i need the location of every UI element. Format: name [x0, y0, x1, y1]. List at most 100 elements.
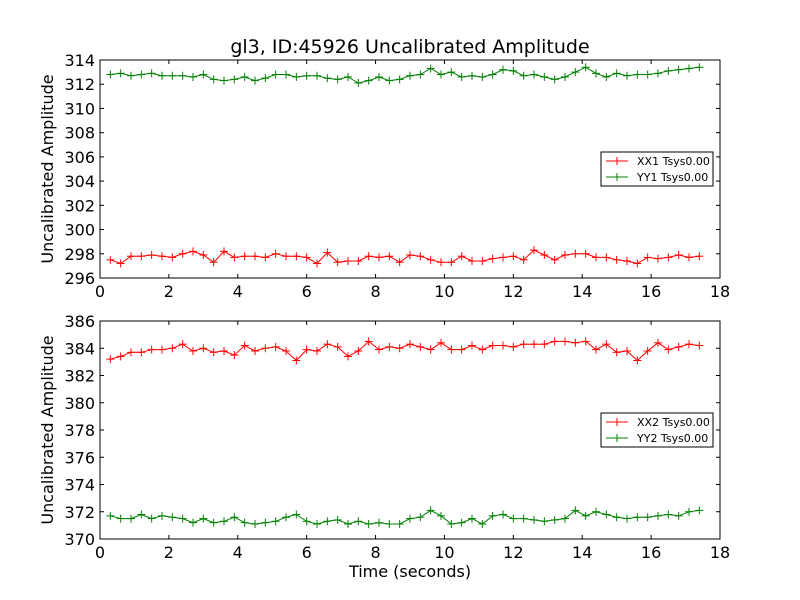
data-point-marker [674, 342, 683, 351]
data-point-marker [581, 337, 590, 346]
data-point-marker [282, 70, 290, 79]
data-point-marker [633, 513, 642, 522]
data-point-marker [488, 341, 497, 350]
data-point-marker [643, 70, 652, 79]
data-point-marker [540, 517, 549, 526]
data-point-marker [550, 337, 559, 346]
data-point-marker [261, 344, 270, 353]
data-point-marker [375, 345, 383, 354]
data-point-marker [571, 506, 580, 515]
data-point-marker [695, 341, 704, 350]
data-point-marker [261, 74, 270, 83]
x-tick-label: 18 [710, 282, 730, 301]
data-point-marker [292, 356, 301, 365]
data-point-marker [282, 513, 290, 522]
data-point-marker [116, 352, 125, 361]
data-point-marker [633, 356, 642, 365]
data-point-marker [561, 514, 569, 523]
data-point-marker [602, 72, 611, 81]
data-point-marker [168, 344, 177, 353]
data-point-marker [302, 71, 311, 80]
data-point-marker [178, 340, 187, 349]
data-point-marker [602, 340, 611, 349]
data-point-marker [654, 69, 662, 78]
data-point-marker [147, 345, 156, 354]
data-point-marker [550, 255, 559, 264]
data-point-marker [178, 514, 187, 523]
data-point-marker [468, 71, 476, 80]
data-point-marker [674, 65, 683, 74]
data-point-marker [158, 252, 166, 261]
data-point-marker [478, 520, 487, 529]
data-point-marker [251, 346, 259, 355]
x-tick-label: 6 [302, 543, 312, 562]
data-point-marker [426, 255, 435, 264]
x-tick-label: 0 [95, 282, 105, 301]
data-point-marker [457, 345, 466, 354]
y-tick-label: 312 [64, 75, 95, 94]
bottom-panel: 0 2 4 6 8 10 12 14 16 18 370 372 374 376 378 380 382 384 3… [38, 312, 730, 562]
data-point-marker [385, 342, 394, 351]
data-point-marker [271, 70, 280, 79]
data-point-marker [664, 510, 673, 519]
y-tick-label: 296 [64, 269, 95, 288]
data-point-marker [530, 340, 538, 349]
data-point-marker [395, 344, 404, 353]
data-point-marker [447, 520, 456, 529]
data-point-marker [509, 514, 518, 523]
data-point-marker [519, 255, 528, 264]
data-point-marker [519, 71, 528, 80]
data-point-marker [271, 342, 280, 351]
data-point-marker [261, 253, 270, 262]
data-point-marker [395, 258, 404, 267]
data-point-marker [385, 252, 394, 261]
data-point-marker [116, 259, 125, 268]
data-point-marker [447, 258, 456, 267]
data-point-marker [623, 514, 631, 523]
data-point-marker [406, 514, 414, 523]
x-tick-label: 16 [641, 282, 661, 301]
data-point-marker [499, 253, 507, 262]
data-point-marker [323, 340, 332, 349]
data-point-marker [116, 69, 125, 78]
data-point-marker [437, 70, 445, 79]
data-point-marker [623, 71, 631, 80]
data-point-marker [168, 513, 177, 522]
data-point-marker [364, 76, 373, 85]
data-point-marker [344, 352, 352, 361]
data-point-marker [540, 72, 549, 81]
y-axis-label: Uncalibrated Amplitude [38, 74, 57, 263]
y-axis-label: Uncalibrated Amplitude [38, 335, 57, 524]
data-point-marker [406, 71, 414, 80]
data-point-marker [230, 75, 239, 84]
x-tick-label: 12 [503, 282, 523, 301]
data-point-marker [168, 71, 177, 80]
data-point-marker [158, 511, 166, 520]
data-point-marker [199, 70, 208, 79]
data-point-marker [354, 257, 363, 266]
series-line [110, 509, 700, 525]
data-point-marker [643, 346, 652, 355]
data-point-marker [354, 346, 363, 355]
data-point-marker [571, 338, 580, 347]
data-point-marker [643, 253, 652, 262]
data-point-marker [664, 66, 673, 75]
data-point-marker [106, 255, 115, 264]
legend-label: YY1 Tsys0.00 [636, 171, 708, 184]
data-point-marker [313, 520, 321, 529]
data-point-marker [530, 70, 538, 79]
chart-title: gl3, ID:45926 Uncalibrated Amplitude [230, 36, 589, 58]
y-tick-label: 374 [64, 476, 95, 495]
data-point-marker [571, 249, 580, 258]
data-point-marker [426, 506, 435, 515]
data-point-marker [292, 72, 301, 81]
y-tick-label: 308 [64, 124, 95, 143]
data-point-marker [292, 252, 301, 261]
data-point-marker [612, 348, 621, 357]
data-point-marker [654, 511, 662, 520]
data-point-marker [695, 63, 704, 72]
data-point-marker [333, 75, 342, 84]
data-point-marker [302, 253, 311, 262]
data-point-marker [695, 252, 704, 261]
